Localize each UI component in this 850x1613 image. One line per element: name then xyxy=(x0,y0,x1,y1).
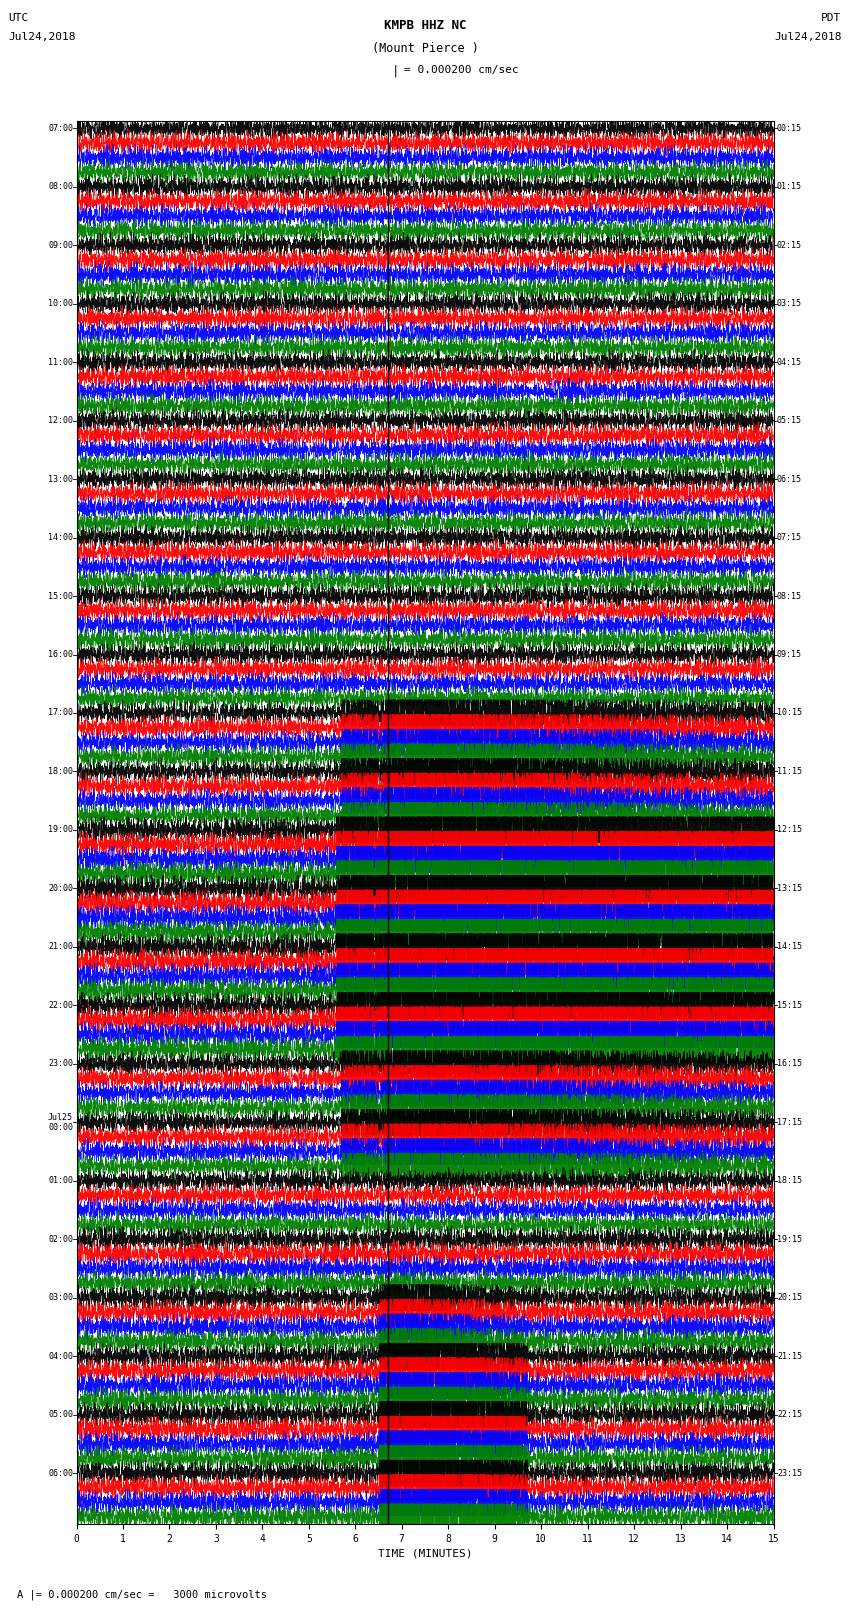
Text: 12:15: 12:15 xyxy=(777,826,802,834)
Text: A |= 0.000200 cm/sec =   3000 microvolts: A |= 0.000200 cm/sec = 3000 microvolts xyxy=(17,1589,267,1600)
Text: 06:00: 06:00 xyxy=(48,1468,73,1478)
Text: 21:15: 21:15 xyxy=(777,1352,802,1361)
Text: 07:15: 07:15 xyxy=(777,532,802,542)
Text: 08:15: 08:15 xyxy=(777,592,802,600)
Text: 08:00: 08:00 xyxy=(48,182,73,192)
Text: 01:15: 01:15 xyxy=(777,182,802,192)
Text: 10:15: 10:15 xyxy=(777,708,802,718)
Text: 23:15: 23:15 xyxy=(777,1468,802,1478)
Text: 09:00: 09:00 xyxy=(48,240,73,250)
Text: 11:15: 11:15 xyxy=(777,766,802,776)
Text: 04:15: 04:15 xyxy=(777,358,802,366)
Text: Jul24,2018: Jul24,2018 xyxy=(8,32,76,42)
Text: 02:15: 02:15 xyxy=(777,240,802,250)
Text: 10:00: 10:00 xyxy=(48,298,73,308)
Text: 11:00: 11:00 xyxy=(48,358,73,366)
Text: 22:15: 22:15 xyxy=(777,1410,802,1419)
Text: 03:15: 03:15 xyxy=(777,298,802,308)
Text: 05:00: 05:00 xyxy=(48,1410,73,1419)
Text: 18:15: 18:15 xyxy=(777,1176,802,1186)
Text: 06:15: 06:15 xyxy=(777,474,802,484)
Text: = 0.000200 cm/sec: = 0.000200 cm/sec xyxy=(404,65,518,74)
Text: 23:00: 23:00 xyxy=(48,1060,73,1068)
Text: 14:15: 14:15 xyxy=(777,942,802,952)
Text: 12:00: 12:00 xyxy=(48,416,73,426)
Text: 21:00: 21:00 xyxy=(48,942,73,952)
Text: 19:00: 19:00 xyxy=(48,826,73,834)
Text: Jul25
00:00: Jul25 00:00 xyxy=(48,1113,73,1132)
Text: 20:15: 20:15 xyxy=(777,1294,802,1302)
Text: 05:15: 05:15 xyxy=(777,416,802,426)
Text: 16:00: 16:00 xyxy=(48,650,73,660)
Text: 18:00: 18:00 xyxy=(48,766,73,776)
Text: 16:15: 16:15 xyxy=(777,1060,802,1068)
Text: 13:15: 13:15 xyxy=(777,884,802,894)
Text: 17:15: 17:15 xyxy=(777,1118,802,1127)
Text: 03:00: 03:00 xyxy=(48,1294,73,1302)
Text: 00:15: 00:15 xyxy=(777,124,802,132)
Text: 01:00: 01:00 xyxy=(48,1176,73,1186)
Text: 04:00: 04:00 xyxy=(48,1352,73,1361)
Text: 22:00: 22:00 xyxy=(48,1000,73,1010)
Text: 15:15: 15:15 xyxy=(777,1000,802,1010)
Text: 02:00: 02:00 xyxy=(48,1234,73,1244)
Text: |: | xyxy=(392,65,399,77)
Text: 15:00: 15:00 xyxy=(48,592,73,600)
Text: 14:00: 14:00 xyxy=(48,532,73,542)
Text: 09:15: 09:15 xyxy=(777,650,802,660)
Text: 07:00: 07:00 xyxy=(48,124,73,132)
Text: Jul24,2018: Jul24,2018 xyxy=(774,32,842,42)
Text: UTC: UTC xyxy=(8,13,29,23)
Text: PDT: PDT xyxy=(821,13,842,23)
Text: 13:00: 13:00 xyxy=(48,474,73,484)
Text: (Mount Pierce ): (Mount Pierce ) xyxy=(371,42,479,55)
Text: 19:15: 19:15 xyxy=(777,1234,802,1244)
Text: KMPB HHZ NC: KMPB HHZ NC xyxy=(383,19,467,32)
Text: 20:00: 20:00 xyxy=(48,884,73,894)
X-axis label: TIME (MINUTES): TIME (MINUTES) xyxy=(377,1548,473,1558)
Text: 17:00: 17:00 xyxy=(48,708,73,718)
